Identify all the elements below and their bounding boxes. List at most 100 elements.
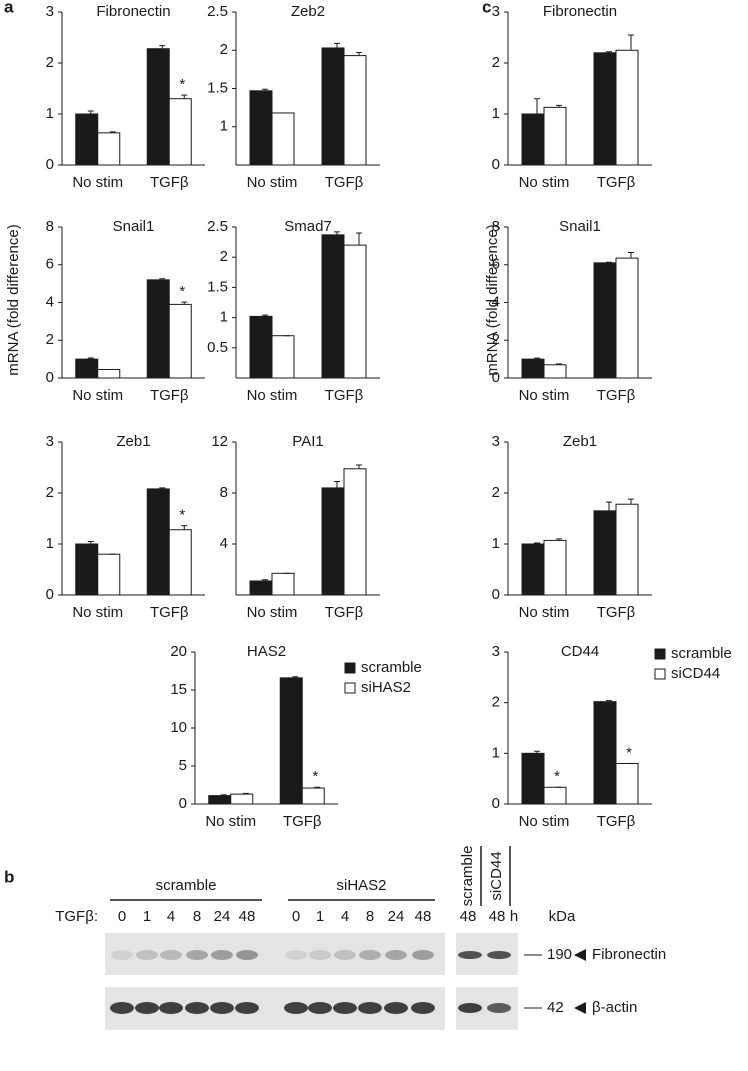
- x-tick-label: TGFβ: [150, 387, 189, 404]
- bar: [146, 488, 170, 596]
- error-bar: [534, 357, 540, 360]
- y-tick-label: 8: [220, 484, 228, 501]
- bar: [208, 795, 232, 805]
- y-tick-label: 0.5: [207, 339, 228, 356]
- y-tick-label: 0: [492, 795, 500, 812]
- error-bar: [334, 481, 340, 488]
- timepoint-label: 24: [388, 908, 405, 925]
- legend-swatch: [654, 668, 666, 680]
- blot-band: [186, 950, 208, 960]
- bar: [615, 762, 639, 805]
- blot-band: [159, 1002, 183, 1014]
- y-tick-label: 10: [170, 719, 187, 736]
- blot-band: [385, 950, 407, 960]
- bar: [615, 49, 639, 166]
- bar: [543, 539, 567, 596]
- timepoint-label: 8: [366, 908, 374, 925]
- error-bar: [534, 750, 540, 754]
- blot-band: [333, 1002, 357, 1014]
- blot-band: [384, 1002, 408, 1014]
- blot-band: [136, 950, 158, 960]
- x-tick-label: TGFβ: [597, 813, 636, 830]
- timepoint-label: 48: [489, 908, 506, 925]
- bar: [615, 257, 639, 379]
- lane-label: scramble: [459, 846, 476, 907]
- error-bar: [181, 525, 188, 530]
- arrowhead: [574, 949, 586, 961]
- bar: [615, 503, 639, 596]
- error-bar: [262, 88, 268, 91]
- chart-title: CD44: [561, 643, 599, 660]
- blot-band: [285, 950, 307, 960]
- error-bar: [534, 98, 540, 114]
- y-tick-label: 1: [492, 744, 500, 761]
- chart-title: Fibronectin: [543, 3, 617, 20]
- legend-swatch: [654, 648, 666, 660]
- chart-title: Zeb1: [116, 433, 150, 450]
- bar: [543, 786, 567, 805]
- error-bar: [356, 232, 362, 246]
- chart-title: Smad7: [284, 218, 332, 235]
- x-tick-label: No stim: [205, 813, 256, 830]
- chart-title: Zeb1: [563, 433, 597, 450]
- bar: [168, 303, 192, 379]
- y-tick-label: 15: [170, 681, 187, 698]
- chart-title: PAI1: [292, 433, 323, 450]
- error-bar: [159, 45, 166, 49]
- bar: [343, 468, 367, 596]
- significance-marker: *: [179, 283, 185, 300]
- group-label: scramble: [156, 877, 217, 894]
- bar: [249, 315, 273, 379]
- y-tick-label: 1.5: [207, 278, 228, 295]
- panel-label: c: [482, 0, 491, 16]
- bar: [521, 752, 545, 805]
- y-tick-label: 5: [179, 757, 187, 774]
- bar: [97, 369, 121, 379]
- legend-label: scramble: [671, 645, 732, 662]
- blot-band: [111, 950, 133, 960]
- legend-label: siHAS2: [361, 679, 411, 696]
- error-bar: [606, 261, 612, 263]
- y-axis-label: mRNA (fold difference): [484, 224, 501, 375]
- error-bar: [556, 104, 562, 108]
- treatment-label: TGFβ:: [55, 908, 98, 925]
- panel-label: b: [4, 867, 14, 886]
- blot-band: [458, 1003, 482, 1013]
- x-tick-label: TGFβ: [283, 813, 322, 830]
- y-tick-label: 8: [46, 218, 54, 235]
- y-tick-label: 3: [492, 643, 500, 660]
- bar: [97, 553, 121, 596]
- bar: [521, 543, 545, 596]
- timepoint-label: 24: [214, 908, 231, 925]
- x-tick-label: TGFβ: [150, 174, 189, 191]
- blot-band: [185, 1002, 209, 1014]
- chart-title: Snail1: [559, 218, 601, 235]
- timepoint-label: 4: [341, 908, 349, 925]
- error-bar: [181, 94, 188, 99]
- bar: [249, 580, 273, 596]
- y-tick-label: 6: [46, 256, 54, 273]
- y-tick-label: 8: [492, 218, 500, 235]
- blot-band: [211, 950, 233, 960]
- y-tick-label: 2: [46, 54, 54, 71]
- timepoint-label: 1: [316, 908, 324, 925]
- legend-swatch: [344, 682, 356, 694]
- y-tick-label: 2: [46, 484, 54, 501]
- y-tick-label: 3: [46, 3, 54, 20]
- x-tick-label: No stim: [72, 174, 123, 191]
- blot-band: [160, 950, 182, 960]
- error-bar: [628, 251, 634, 259]
- significance-marker: *: [554, 768, 560, 785]
- y-tick-label: 0: [492, 156, 500, 173]
- significance-marker: *: [179, 507, 185, 524]
- timepoint-label: 48: [415, 908, 432, 925]
- blot-band: [412, 950, 434, 960]
- error-bar: [87, 540, 94, 544]
- timepoint-label: 0: [118, 908, 126, 925]
- bar: [168, 529, 192, 596]
- error-bar: [556, 363, 562, 365]
- error-bar: [242, 792, 249, 795]
- blot-band: [284, 1002, 308, 1014]
- bar: [146, 279, 170, 379]
